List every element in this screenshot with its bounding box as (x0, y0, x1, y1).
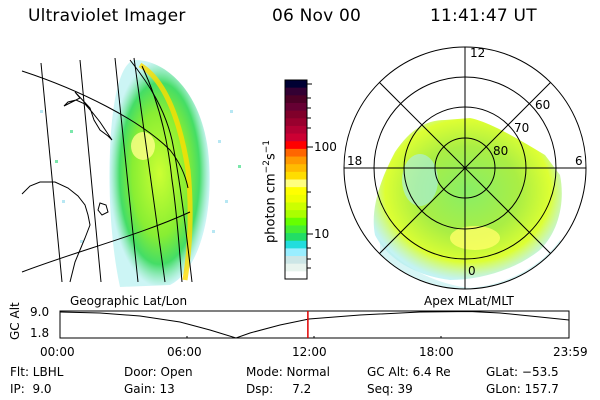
colorbar-segment (285, 125, 307, 135)
colorbar-segment (285, 110, 307, 119)
lat-label-80: 80 (493, 144, 509, 158)
colorbar-ticks (307, 83, 313, 269)
xtick-4: 23:59 (553, 345, 588, 359)
instrument-title: Ultraviolet Imager (28, 6, 186, 26)
date-label: 06 Nov 00 (272, 6, 362, 26)
altitude-curve (59, 310, 570, 339)
xtick-3: 18:00 (419, 345, 454, 359)
lat-label-60: 60 (535, 98, 551, 112)
mlt-label-6: 6 (575, 154, 583, 168)
colorbar-segment (285, 263, 307, 272)
colorbar-segment (285, 133, 307, 142)
colorbar-segment (285, 233, 307, 242)
colorbar-tick-100: 100 (314, 140, 337, 154)
mlt-label-12: 12 (470, 46, 486, 60)
colorbar (285, 80, 307, 280)
colorbar-segment (285, 217, 307, 226)
colorbar-segment (285, 102, 307, 112)
info-seq: Seq: 39 (367, 382, 413, 396)
time-label: 11:41:47 UT (430, 6, 537, 26)
colorbar-segment (285, 194, 307, 203)
info-ip: IP: 9.0 (10, 382, 52, 396)
geo-grid (21, 57, 193, 283)
altitude-ymax: 9.0 (30, 305, 50, 319)
mlt-label-0: 0 (468, 264, 476, 278)
info-gc-alt: GC Alt: 6.4 Re (367, 365, 451, 379)
info-gain: Gain: 13 (124, 382, 175, 396)
unit-s: s (263, 153, 279, 161)
lat-label-70: 70 (514, 121, 530, 135)
xtick-1: 06:00 (167, 345, 202, 359)
coastline (21, 91, 113, 283)
colorbar-segment (285, 118, 307, 127)
geo-aurora-arc (138, 62, 193, 281)
altitude-ticks (186, 336, 442, 338)
colorbar-segment (285, 187, 307, 196)
colorbar-segment (285, 87, 307, 96)
info-glat: GLat: −53.5 (486, 365, 559, 379)
info-glon: GLon: 157.7 (486, 382, 559, 396)
colorbar-segment (285, 141, 307, 150)
unit-exp1: −2 (262, 160, 272, 174)
xtick-0: 00:00 (40, 345, 75, 359)
colorbar-frame (284, 79, 308, 280)
colorbar-segment (285, 225, 307, 234)
unit-exp2: −1 (262, 139, 272, 154)
colorbar-segment (285, 148, 307, 158)
altitude-ymin: 1.8 (30, 326, 50, 340)
colorbar-segment (285, 171, 307, 180)
colorbar-segment (285, 164, 307, 173)
colorbar-segment (285, 202, 307, 211)
polar-panel-label: Apex MLat/MLT (424, 294, 514, 308)
polar-grid (343, 46, 587, 290)
mlt-label-18: 18 (347, 154, 363, 168)
geo-noise (40, 110, 241, 243)
colorbar-segment (285, 271, 307, 280)
colorbar-segment (285, 156, 307, 165)
altitude-strip-frame (59, 310, 570, 339)
colorbar-segment (285, 95, 307, 104)
geo-panel-label: Geographic Lat/Lon (70, 294, 188, 308)
xtick-2: 12:00 (292, 345, 327, 359)
colorbar-segment (285, 210, 307, 219)
altitude-ylabel: GC Alt (8, 302, 22, 340)
geo-aurora-swath (109, 60, 210, 287)
colorbar-segment (285, 248, 307, 257)
colorbar-segment (285, 240, 307, 249)
unit-base: photon cm (263, 173, 279, 243)
info-door: Door: Open (124, 365, 193, 379)
colorbar-unit-label: photon cm−2s−1 (262, 140, 278, 243)
colorbar-segment (285, 179, 307, 188)
colorbar-tick-10: 10 (314, 227, 330, 241)
colorbar-segment (285, 256, 307, 265)
info-filter: Flt: LBHL (10, 365, 64, 379)
info-dsp: Dsp: 7.2 (246, 382, 312, 396)
colorbar-segment (285, 80, 307, 89)
info-mode: Mode: Normal (246, 365, 330, 379)
